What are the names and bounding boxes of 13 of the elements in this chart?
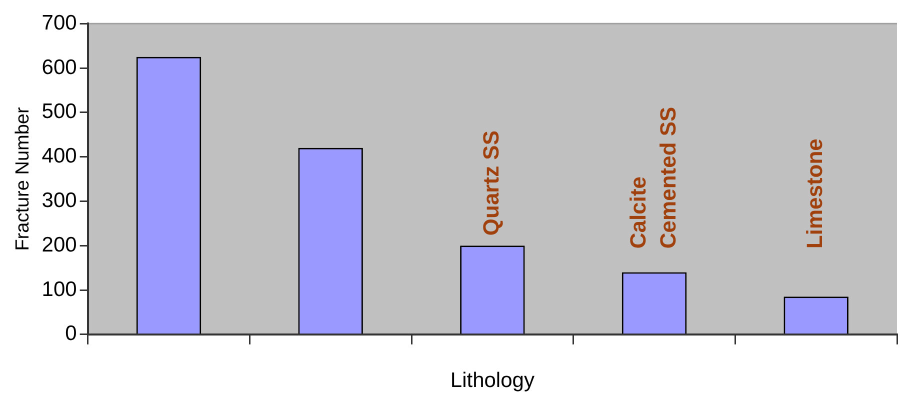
x-axis-title: Lithology xyxy=(450,369,535,392)
x-tick-label: Quartz SS xyxy=(478,130,504,236)
y-axis-title: Fracture Number xyxy=(12,106,34,251)
x-tick-label: Calcite Cemented SS xyxy=(625,106,680,249)
y-tick-label: 100 xyxy=(42,278,77,301)
x-tick-label: Limestone xyxy=(802,138,828,249)
y-tick-label: 200 xyxy=(42,233,77,256)
y-tick-label: 600 xyxy=(42,56,77,79)
y-tick-label: 700 xyxy=(42,11,77,34)
y-tick-label: 500 xyxy=(42,100,77,124)
y-tick-label: 0 xyxy=(65,322,77,346)
y-tick-label: 400 xyxy=(42,144,77,168)
y-tick-label: 300 xyxy=(42,188,77,212)
